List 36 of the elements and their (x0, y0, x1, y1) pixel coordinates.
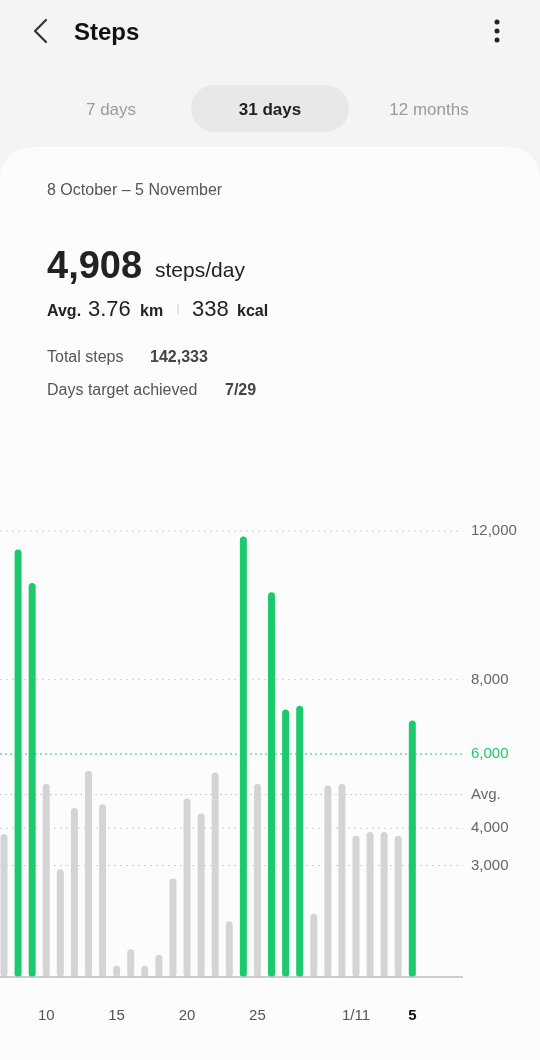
bar (155, 954, 163, 977)
bar (56, 869, 64, 977)
chart-title: Steps (74, 18, 140, 45)
text: 4,908 (47, 244, 143, 286)
text: 142,333 (150, 348, 208, 365)
text: kcal (237, 302, 269, 319)
text: 338 (192, 296, 229, 321)
text: 12 months (389, 100, 469, 119)
text: 7/29 (225, 381, 257, 398)
x-tick-label: 15 (108, 1006, 125, 1023)
ref-line-label: Avg. (471, 784, 501, 802)
text: Total steps (47, 348, 124, 365)
text: km (140, 302, 164, 319)
text: steps/day (155, 258, 246, 281)
x-tick-label: 25 (249, 1006, 266, 1023)
text: 7 days (85, 100, 137, 119)
y-tick-label: 8,000 (471, 669, 509, 687)
x-tick-label: 10 (37, 1006, 55, 1023)
bar (225, 921, 233, 977)
x-tick-label: 20 (178, 1006, 196, 1023)
text: 31 days (238, 100, 302, 119)
bar (14, 549, 22, 977)
ref-line-label: 6,000 (471, 743, 509, 761)
text: Days target achieved (47, 381, 198, 398)
y-tick-label: 4,000 (471, 818, 509, 836)
bar (310, 913, 318, 977)
text: 3.76 (88, 296, 131, 321)
bar (127, 949, 135, 977)
chart-subtitle: 8 October – 5 November (47, 181, 223, 198)
y-tick-label: 3,000 (471, 855, 509, 873)
x-tick-label: 5 (408, 1006, 417, 1023)
bar (239, 536, 247, 977)
y-tick-label: 12,000 (471, 520, 517, 538)
x-tick-label: 1/11 (341, 1006, 371, 1023)
text: Avg. (47, 302, 82, 319)
bar (169, 878, 177, 977)
